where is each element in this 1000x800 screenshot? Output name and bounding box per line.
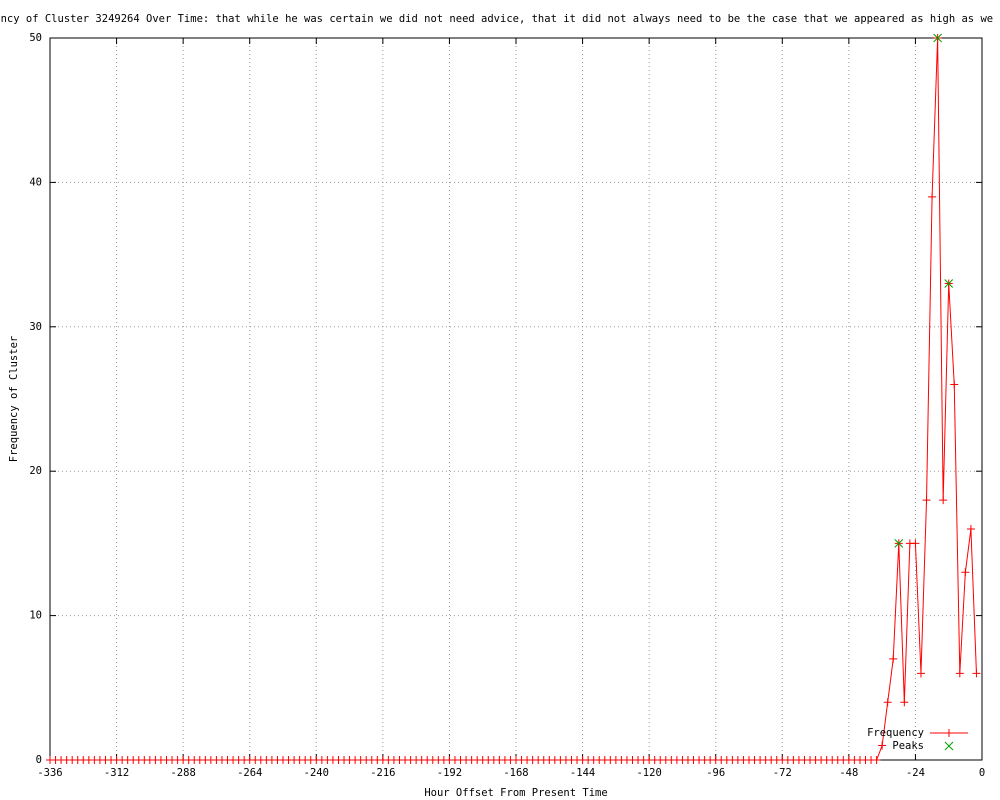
data-point	[900, 698, 909, 707]
data-point	[922, 496, 931, 505]
data-point	[878, 741, 887, 750]
x-tick-label: -168	[503, 767, 528, 779]
chart-title: Frequency of Cluster 3249264 Over Time: …	[0, 13, 1000, 25]
x-tick-label: -264	[237, 767, 262, 779]
data-point	[911, 539, 920, 548]
x-tick-label: -96	[706, 767, 725, 779]
x-tick-label: -144	[570, 767, 595, 779]
data-point	[966, 524, 975, 533]
data-point	[972, 669, 981, 678]
y-tick-label: 0	[36, 754, 42, 766]
data-point	[889, 654, 898, 663]
x-tick-label: -312	[104, 767, 129, 779]
data-point	[944, 279, 954, 288]
x-tick-label: -48	[839, 767, 858, 779]
x-tick-label: -240	[304, 767, 329, 779]
x-tick-label: -24	[906, 767, 925, 779]
data-point	[883, 698, 892, 707]
data-point	[939, 496, 948, 505]
x-tick-label: -120	[636, 767, 661, 779]
legend-label: Peaks	[892, 740, 924, 752]
x-tick-label: 0	[979, 767, 985, 779]
data-point	[872, 756, 881, 764]
legend-marker	[944, 741, 954, 751]
data-point	[950, 380, 959, 389]
x-tick-label: -72	[773, 767, 792, 779]
y-tick-label: 10	[29, 610, 42, 622]
x-tick-label: -336	[37, 767, 62, 779]
y-tick-label: 50	[29, 32, 42, 44]
legend-marker	[945, 729, 953, 737]
legend-label: Frequency	[867, 727, 924, 739]
x-axis-label: Hour Offset From Present Time	[424, 787, 607, 799]
data-point	[955, 669, 964, 678]
data-point	[933, 33, 942, 43]
data-point	[894, 539, 904, 548]
data-point	[961, 568, 970, 577]
data-line	[50, 37, 977, 761]
x-tick-label: -192	[437, 767, 462, 779]
y-axis-label: Frequency of Cluster	[8, 336, 20, 462]
y-tick-label: 40	[29, 176, 42, 188]
y-tick-label: 20	[29, 465, 42, 477]
x-tick-label: -288	[170, 767, 195, 779]
y-tick-label: 30	[29, 321, 42, 333]
x-tick-label: -216	[370, 767, 395, 779]
data-point	[916, 669, 925, 678]
data-point	[928, 192, 937, 201]
